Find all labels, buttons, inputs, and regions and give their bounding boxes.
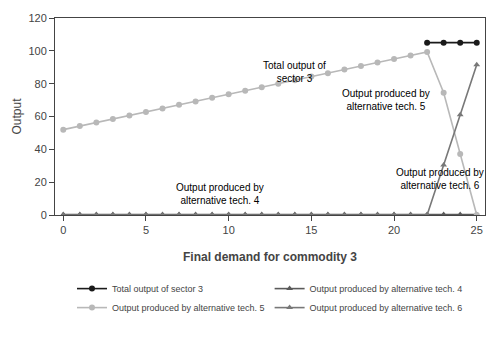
svg-text:10: 10 xyxy=(223,224,235,236)
svg-text:Final demand for commodity 3: Final demand for commodity 3 xyxy=(183,250,357,264)
svg-text:Output produced byalternative: Output produced byalternative tech. 5 xyxy=(342,88,430,112)
svg-text:Total output of sector 3: Total output of sector 3 xyxy=(112,284,203,294)
svg-text:Output produced byalternative: Output produced byalternative tech. 6 xyxy=(396,167,484,191)
svg-text:0: 0 xyxy=(41,209,47,221)
svg-text:Output produced by alternative: Output produced by alternative tech. 6 xyxy=(310,303,463,313)
svg-text:15: 15 xyxy=(305,224,317,236)
svg-text:Output produced byalternative: Output produced byalternative tech. 4 xyxy=(176,182,264,206)
svg-text:Output: Output xyxy=(10,98,24,135)
svg-text:20: 20 xyxy=(388,224,400,236)
svg-text:Output produced by alternative: Output produced by alternative tech. 5 xyxy=(112,303,265,313)
svg-text:120: 120 xyxy=(28,12,46,24)
svg-text:25: 25 xyxy=(471,224,483,236)
svg-text:20: 20 xyxy=(35,176,47,188)
svg-text:100: 100 xyxy=(28,45,46,57)
svg-text:40: 40 xyxy=(35,143,47,155)
svg-text:0: 0 xyxy=(60,224,66,236)
svg-text:60: 60 xyxy=(35,110,47,122)
svg-text:Total output ofsector 3: Total output ofsector 3 xyxy=(263,60,326,84)
svg-text:80: 80 xyxy=(35,78,47,90)
svg-text:Output produced by alternative: Output produced by alternative tech. 4 xyxy=(310,284,463,294)
svg-text:5: 5 xyxy=(143,224,149,236)
